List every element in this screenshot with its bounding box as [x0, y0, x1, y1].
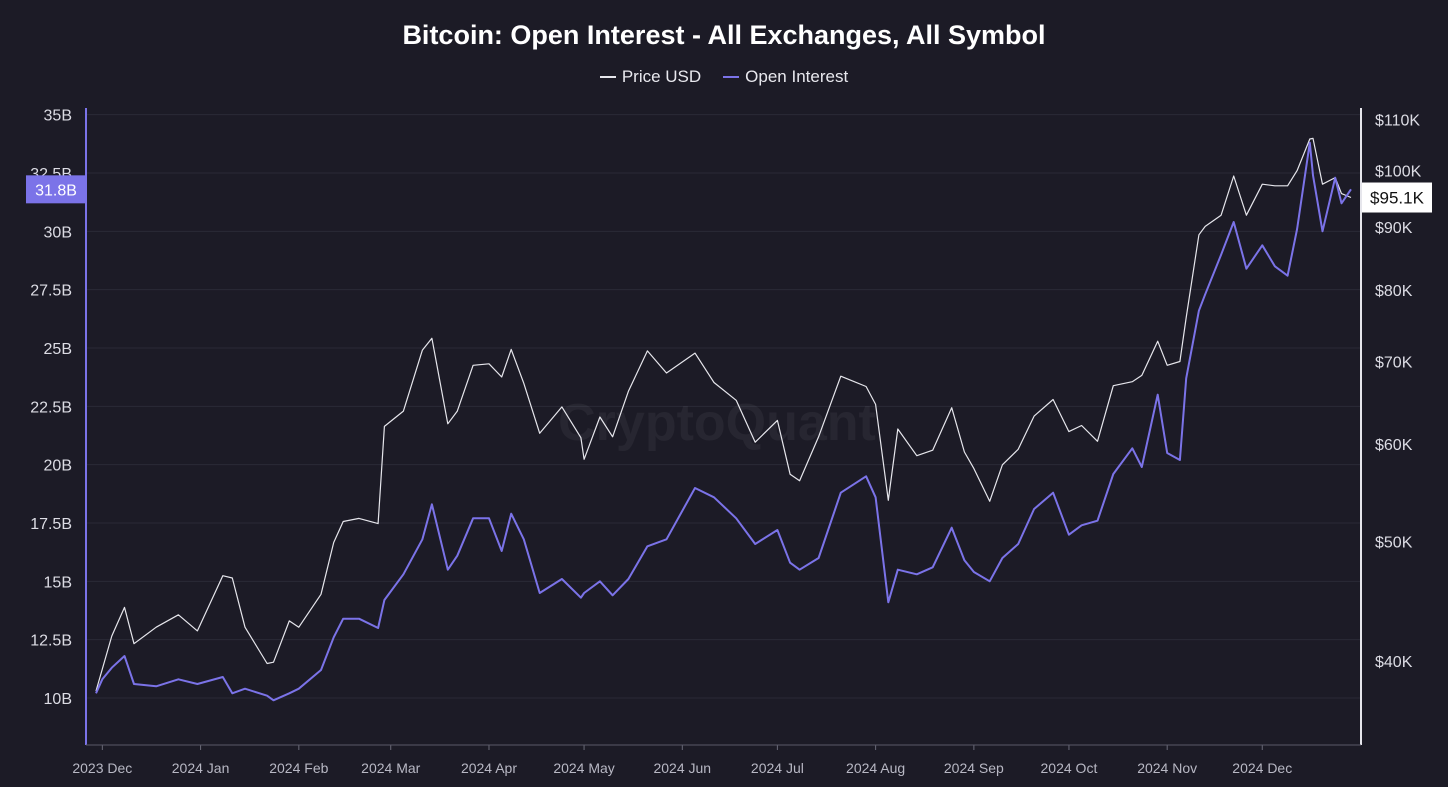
- x-tick-label: 2024 May: [553, 760, 614, 776]
- value-badges: 31.8B $95.1K: [26, 175, 1432, 213]
- right-tick-label: $90K: [1375, 220, 1413, 237]
- price-current-badge: [1362, 182, 1432, 213]
- open-interest-line: [95, 141, 1352, 702]
- x-tick-label: 2024 Aug: [846, 760, 905, 776]
- x-tick-label: 2024 Mar: [361, 760, 420, 776]
- left-tick-label: 20B: [44, 458, 72, 475]
- left-tick-label: 30B: [44, 224, 72, 241]
- x-tick-label: 2024 Apr: [461, 760, 517, 776]
- x-tick-label: 2024 Jan: [172, 760, 230, 776]
- right-tick-label: $70K: [1375, 354, 1413, 371]
- oi-current-label: 31.8B: [35, 182, 77, 199]
- left-tick-label: 22.5B: [30, 399, 72, 416]
- watermark: CryptoQuant: [558, 394, 876, 452]
- legend-item-price[interactable]: Price USD: [599, 67, 702, 87]
- price-usd-line: [95, 137, 1352, 692]
- x-tick-label: 2024 Jul: [751, 760, 804, 776]
- x-tick-label: 2023 Dec: [72, 760, 132, 776]
- grid-lines: [86, 114, 1361, 699]
- left-tick-label: 27.5B: [30, 283, 72, 300]
- legend-swatch-open-interest: [723, 76, 740, 78]
- right-tick-label: $80K: [1375, 283, 1413, 300]
- legend-label-open-interest: Open Interest: [745, 67, 849, 86]
- right-tick-label: $110K: [1375, 113, 1420, 130]
- oi-current-badge: [26, 175, 86, 204]
- axes: 10B12.5B15B17.5B20B22.5B25B27.5B30B32.5B…: [30, 108, 1421, 776]
- right-tick-label: $40K: [1375, 654, 1413, 671]
- legend-item-open-interest[interactable]: Open Interest: [723, 67, 848, 87]
- left-tick-label: 15B: [44, 574, 72, 591]
- left-tick-label: 17.5B: [30, 516, 72, 533]
- price-current-label: $95.1K: [1370, 189, 1425, 208]
- left-tick-label: 10B: [44, 691, 72, 708]
- right-tick-label: $60K: [1375, 437, 1413, 454]
- left-tick-label: 25B: [44, 341, 72, 358]
- x-tick-label: 2024 Jun: [653, 760, 711, 776]
- left-tick-label: 12.5B: [30, 633, 72, 650]
- legend-label-price: Price USD: [621, 67, 702, 86]
- x-tick-label: 2024 Dec: [1232, 760, 1292, 776]
- legend-swatch-price: [599, 76, 616, 78]
- chart-title: Bitcoin: Open Interest - All Exchanges, …: [402, 20, 1046, 50]
- left-tick-label: 35B: [44, 108, 72, 125]
- chart-legend: Price USD Open Interest: [0, 67, 1448, 87]
- x-tick-label: 2024 Sep: [944, 760, 1004, 776]
- right-tick-label: $100K: [1375, 164, 1422, 181]
- x-tick-label: 2024 Nov: [1137, 760, 1197, 776]
- series-lines: [95, 137, 1352, 702]
- x-tick-label: 2024 Feb: [269, 760, 328, 776]
- x-tick-label: 2024 Oct: [1041, 760, 1098, 776]
- right-tick-label: $50K: [1375, 534, 1413, 551]
